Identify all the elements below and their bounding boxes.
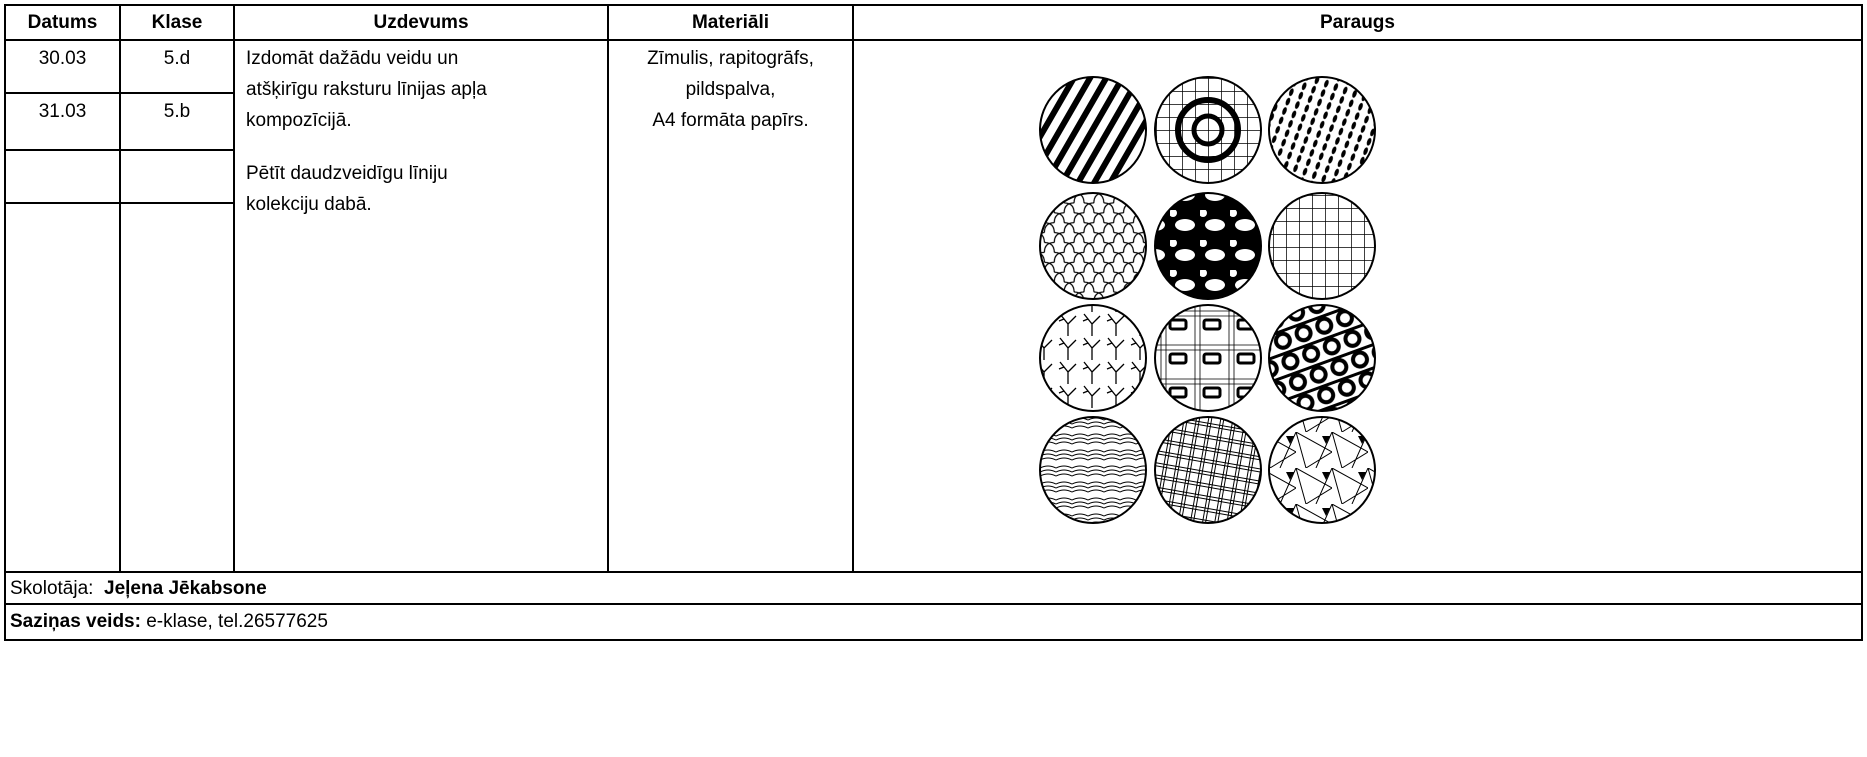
task-line: Pētīt daudzveidīgu līniju — [246, 163, 448, 184]
class-cell: 5.d — [163, 48, 191, 69]
class-cell: 5.b — [163, 101, 191, 122]
task-line: atšķirīgu raksturu līnijas apļa — [246, 79, 487, 100]
pattern-circle — [1039, 76, 1147, 184]
pattern-circle — [1039, 304, 1147, 412]
date-cell: 30.03 — [38, 48, 87, 69]
pattern-circle — [1268, 304, 1376, 412]
pattern-circle — [1268, 76, 1376, 184]
contact-label: Saziņas veids: — [10, 611, 141, 632]
date-cell: 31.03 — [38, 101, 87, 122]
pattern-circle — [1154, 192, 1262, 300]
teacher-name: Jeļena Jēkabsone — [104, 578, 267, 599]
pattern-circle — [1175, 97, 1241, 163]
task-line: Izdomāt dažādu veidu un — [246, 48, 459, 69]
column-header: Paraugs — [1320, 12, 1395, 33]
contact-value: e-klase, tel.26577625 — [146, 611, 328, 632]
pattern-circle — [1268, 416, 1376, 524]
teacher-label: Skolotāja: — [10, 578, 94, 599]
pattern-circle — [1268, 192, 1376, 300]
teacher-row: Skolotāja: Jeļena Jēkabsone — [10, 573, 267, 604]
table-borders — [4, 4, 1863, 641]
materials-line: Zīmulis, rapitogrāfs, — [647, 48, 814, 69]
materials-line: A4 formāta papīrs. — [652, 110, 809, 131]
pattern-circle — [1154, 76, 1262, 184]
pattern-circle — [1154, 416, 1262, 524]
sample-image — [1039, 76, 1376, 524]
column-header: Klase — [151, 12, 203, 33]
column-header: Datums — [27, 12, 98, 33]
pattern-circle — [1191, 113, 1225, 147]
pattern-circle — [1039, 192, 1147, 300]
pattern-circle — [1039, 416, 1147, 524]
materials-line: pildspalva, — [685, 79, 776, 100]
task-line: kolekciju dabā. — [246, 194, 372, 215]
column-header: Materiāli — [691, 12, 770, 33]
task-line: kompozīcijā. — [246, 110, 352, 131]
contact-row: Saziņas veids: e-klase, tel.26577625 — [10, 606, 328, 637]
pattern-circle — [1154, 304, 1262, 412]
column-header: Uzdevums — [373, 12, 469, 33]
